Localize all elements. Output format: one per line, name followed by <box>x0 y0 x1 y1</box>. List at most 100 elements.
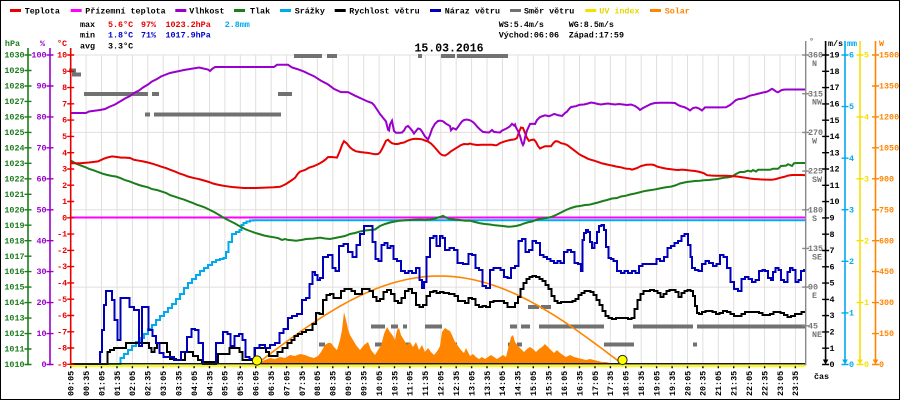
svg-text:1023.2hPa: 1023.2hPa <box>166 20 211 30</box>
svg-text:3.3°C: 3.3°C <box>108 41 133 51</box>
svg-text:-4: -4 <box>57 279 67 289</box>
svg-text:3: 3 <box>864 174 869 184</box>
svg-text:14:05: 14:05 <box>498 371 508 396</box>
svg-text:E: E <box>812 291 817 301</box>
svg-text:00:35: 00:35 <box>82 371 92 396</box>
svg-text:21:35: 21:35 <box>730 371 740 396</box>
svg-text:18:05: 18:05 <box>622 371 632 396</box>
svg-text:360: 360 <box>808 51 823 61</box>
svg-text:hPa: hPa <box>5 39 20 49</box>
svg-text:15:05: 15:05 <box>529 371 539 396</box>
svg-text:m/s: m/s <box>828 39 843 49</box>
svg-text:W: W <box>812 136 818 146</box>
svg-text:71%: 71% <box>141 31 157 41</box>
svg-text:17:05: 17:05 <box>591 371 601 396</box>
svg-text:1013: 1013 <box>4 314 24 324</box>
svg-text:40: 40 <box>36 236 46 246</box>
svg-text:Tlak: Tlak <box>250 7 270 17</box>
svg-text:2: 2 <box>864 236 869 246</box>
svg-text:16:05: 16:05 <box>560 371 570 396</box>
svg-text:1: 1 <box>849 309 854 319</box>
svg-text:1017: 1017 <box>4 252 24 262</box>
svg-text:06:05: 06:05 <box>252 371 262 396</box>
svg-text:45: 45 <box>808 321 818 331</box>
svg-text:Směr větru: Směr větru <box>524 7 574 17</box>
svg-text:UV index: UV index <box>599 7 639 17</box>
svg-text:1500: 1500 <box>879 51 899 61</box>
svg-text:10:35: 10:35 <box>390 371 400 396</box>
svg-text:5.6°C: 5.6°C <box>108 20 133 30</box>
svg-text:20:05: 20:05 <box>683 371 693 396</box>
svg-text:6: 6 <box>849 51 854 61</box>
svg-text:3: 3 <box>849 205 854 215</box>
svg-text:°: ° <box>809 37 814 47</box>
svg-text:1022: 1022 <box>4 174 24 184</box>
svg-text:225: 225 <box>808 167 823 177</box>
svg-text:7: 7 <box>830 246 835 256</box>
svg-text:11:35: 11:35 <box>421 371 431 396</box>
svg-text:23:35: 23:35 <box>791 371 801 396</box>
svg-text:600: 600 <box>879 236 894 246</box>
svg-text:1028: 1028 <box>4 82 24 92</box>
svg-text:16: 16 <box>830 100 840 110</box>
svg-text:Teplota: Teplota <box>25 7 60 17</box>
svg-text:09:35: 09:35 <box>360 371 370 396</box>
svg-text:23:05: 23:05 <box>776 371 786 396</box>
svg-text:18: 18 <box>830 67 840 77</box>
svg-text:7: 7 <box>62 99 67 109</box>
svg-text:11:05: 11:05 <box>406 371 416 396</box>
svg-text:4: 4 <box>849 154 854 164</box>
svg-text:1350: 1350 <box>879 82 899 92</box>
svg-text:03:35: 03:35 <box>174 371 184 396</box>
svg-text:avg: avg <box>80 41 95 51</box>
svg-text:2: 2 <box>849 257 854 267</box>
svg-text:900: 900 <box>879 174 894 184</box>
svg-text:2.8mm: 2.8mm <box>225 20 250 30</box>
svg-text:10: 10 <box>830 197 840 207</box>
svg-text:1: 1 <box>830 344 835 354</box>
svg-text:SW: SW <box>812 175 823 185</box>
svg-text:max: max <box>80 20 95 30</box>
svg-text:1015: 1015 <box>4 283 24 293</box>
svg-text:6: 6 <box>62 116 67 126</box>
svg-text:NE: NE <box>812 330 822 340</box>
svg-text:12:35: 12:35 <box>452 371 462 396</box>
svg-text:01:05: 01:05 <box>97 371 107 396</box>
svg-text:07:35: 07:35 <box>298 371 308 396</box>
svg-text:1026: 1026 <box>4 113 24 123</box>
svg-text:NW: NW <box>812 98 823 108</box>
svg-text:WS:5.4m/s: WS:5.4m/s <box>499 20 544 30</box>
svg-text:180: 180 <box>808 205 823 215</box>
svg-text:02:35: 02:35 <box>144 371 154 396</box>
svg-text:14:35: 14:35 <box>514 371 524 396</box>
svg-text:00:05: 00:05 <box>67 371 77 396</box>
svg-text:1018: 1018 <box>4 236 24 246</box>
svg-text:-9: -9 <box>57 360 67 370</box>
svg-text:50: 50 <box>36 205 46 215</box>
svg-text:13:05: 13:05 <box>467 371 477 396</box>
svg-text:6: 6 <box>830 262 835 272</box>
svg-text:3: 3 <box>62 165 67 175</box>
svg-text:18:35: 18:35 <box>637 371 647 396</box>
svg-text:0: 0 <box>62 213 67 223</box>
svg-text:1012: 1012 <box>4 329 24 339</box>
svg-text:Východ:06:06: Východ:06:06 <box>499 31 559 41</box>
svg-text:10:05: 10:05 <box>375 371 385 396</box>
svg-text:%: % <box>40 39 46 49</box>
svg-text:SE: SE <box>812 252 822 262</box>
svg-text:8: 8 <box>62 83 67 93</box>
svg-text:1017.9hPa: 1017.9hPa <box>166 31 211 41</box>
svg-text:97%: 97% <box>141 20 157 30</box>
svg-text:0: 0 <box>830 360 835 370</box>
svg-text:06:35: 06:35 <box>267 371 277 396</box>
svg-text:750: 750 <box>879 205 894 215</box>
svg-text:1029: 1029 <box>4 66 24 76</box>
svg-text:°C: °C <box>57 39 67 49</box>
svg-text:30: 30 <box>36 267 46 277</box>
svg-text:čas: čas <box>814 372 829 382</box>
svg-text:1016: 1016 <box>4 267 24 277</box>
svg-text:1020: 1020 <box>4 205 24 215</box>
svg-text:12:05: 12:05 <box>437 371 447 396</box>
svg-text:315: 315 <box>808 89 823 99</box>
svg-text:1025: 1025 <box>4 128 24 138</box>
